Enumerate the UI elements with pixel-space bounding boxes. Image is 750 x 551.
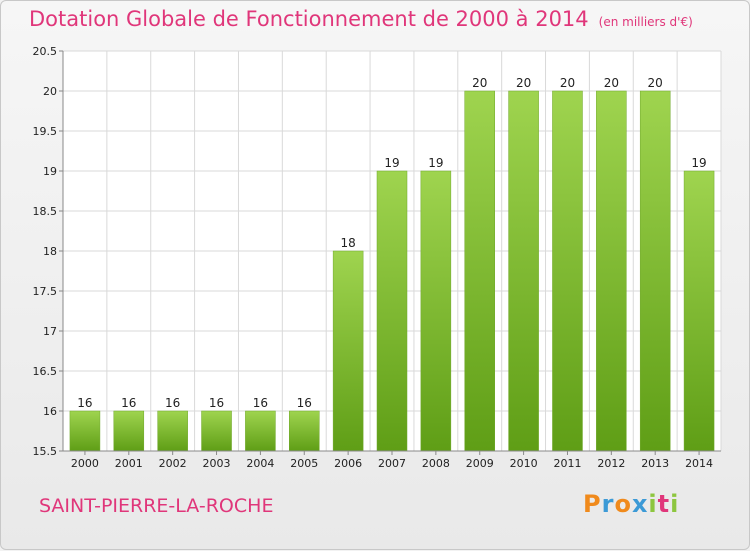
bar bbox=[289, 410, 320, 452]
bar-value-label: 20 bbox=[560, 76, 575, 90]
logo-letter: t bbox=[657, 490, 671, 518]
bar-value-label: 16 bbox=[77, 396, 92, 410]
bar bbox=[69, 410, 101, 452]
logo-letter: x bbox=[631, 490, 649, 518]
x-tick-label: 2003 bbox=[203, 457, 231, 470]
x-tick-label: 2011 bbox=[553, 457, 581, 470]
bar bbox=[508, 90, 539, 452]
bar-value-label: 20 bbox=[516, 76, 531, 90]
y-tick-label: 17 bbox=[43, 325, 57, 338]
commune-name: SAINT-PIERRE-LA-ROCHE bbox=[39, 495, 274, 517]
x-tick-label: 2013 bbox=[641, 457, 669, 470]
bar-value-label: 19 bbox=[428, 156, 443, 170]
bar bbox=[639, 90, 671, 452]
bar-value-label: 20 bbox=[472, 76, 487, 90]
logo-letter: o bbox=[614, 490, 632, 518]
y-tick-label: 18.5 bbox=[33, 205, 58, 218]
bar bbox=[157, 410, 188, 452]
bar-value-label: 16 bbox=[121, 396, 136, 410]
bar bbox=[420, 170, 452, 452]
bar bbox=[245, 410, 276, 452]
y-tick-label: 16 bbox=[43, 405, 57, 418]
bar bbox=[552, 90, 583, 452]
x-tick-label: 2009 bbox=[466, 457, 494, 470]
y-tick-label: 16.5 bbox=[33, 365, 58, 378]
bar bbox=[683, 170, 715, 452]
x-tick-label: 2010 bbox=[510, 457, 538, 470]
chart-unit: (en milliers d'€) bbox=[598, 15, 693, 29]
bar-value-label: 16 bbox=[253, 396, 268, 410]
x-tick-label: 2000 bbox=[71, 457, 99, 470]
x-tick-label: 2002 bbox=[159, 457, 187, 470]
y-tick-label: 15.5 bbox=[33, 445, 58, 458]
bar-value-label: 19 bbox=[384, 156, 399, 170]
logo-letter: i bbox=[670, 490, 680, 518]
bar bbox=[376, 170, 408, 452]
logo-letter: r bbox=[601, 490, 615, 518]
x-tick-label: 2005 bbox=[290, 457, 318, 470]
y-tick-label: 20 bbox=[43, 85, 57, 98]
logo-letter: i bbox=[648, 490, 658, 518]
x-tick-label: 2006 bbox=[334, 457, 362, 470]
bar bbox=[332, 250, 364, 452]
bar-value-label: 19 bbox=[691, 156, 706, 170]
x-tick-label: 2001 bbox=[115, 457, 143, 470]
bar bbox=[113, 410, 145, 452]
proxiti-logo[interactable]: Proxiti bbox=[583, 490, 679, 518]
bar bbox=[464, 90, 495, 452]
bar bbox=[201, 410, 232, 452]
y-tick-label: 19 bbox=[43, 165, 57, 178]
axes: 15.5 16 16.5 17 17.5 18 18.5 19 19.5 20 20.5 2000 20… bbox=[33, 45, 721, 470]
y-tick-label: 19.5 bbox=[33, 125, 58, 138]
x-tick-label: 2012 bbox=[597, 457, 625, 470]
bar-value-label: 18 bbox=[340, 236, 355, 250]
y-tick-label: 17.5 bbox=[33, 285, 58, 298]
x-tick-label: 2008 bbox=[422, 457, 450, 470]
x-tick-label: 2004 bbox=[246, 457, 274, 470]
chart-title-text: Dotation Globale de Fonctionnement de 20… bbox=[29, 7, 589, 31]
y-tick-label: 18 bbox=[43, 245, 57, 258]
bar-value-label: 16 bbox=[165, 396, 180, 410]
bar-value-label: 20 bbox=[604, 76, 619, 90]
x-tick-label: 2014 bbox=[685, 457, 713, 470]
chart-title: Dotation Globale de Fonctionnement de 20… bbox=[29, 7, 693, 31]
bars: 16 16 16 16 16 16 18 19 19 20 20 20 20 20 19 bbox=[69, 76, 715, 452]
bar-value-label: 16 bbox=[297, 396, 312, 410]
y-tick-label: 20.5 bbox=[33, 45, 58, 58]
bar-value-label: 20 bbox=[648, 76, 663, 90]
logo-letter: P bbox=[583, 490, 602, 518]
bar bbox=[596, 90, 627, 452]
bar-value-label: 16 bbox=[209, 396, 224, 410]
x-tick-label: 2007 bbox=[378, 457, 406, 470]
